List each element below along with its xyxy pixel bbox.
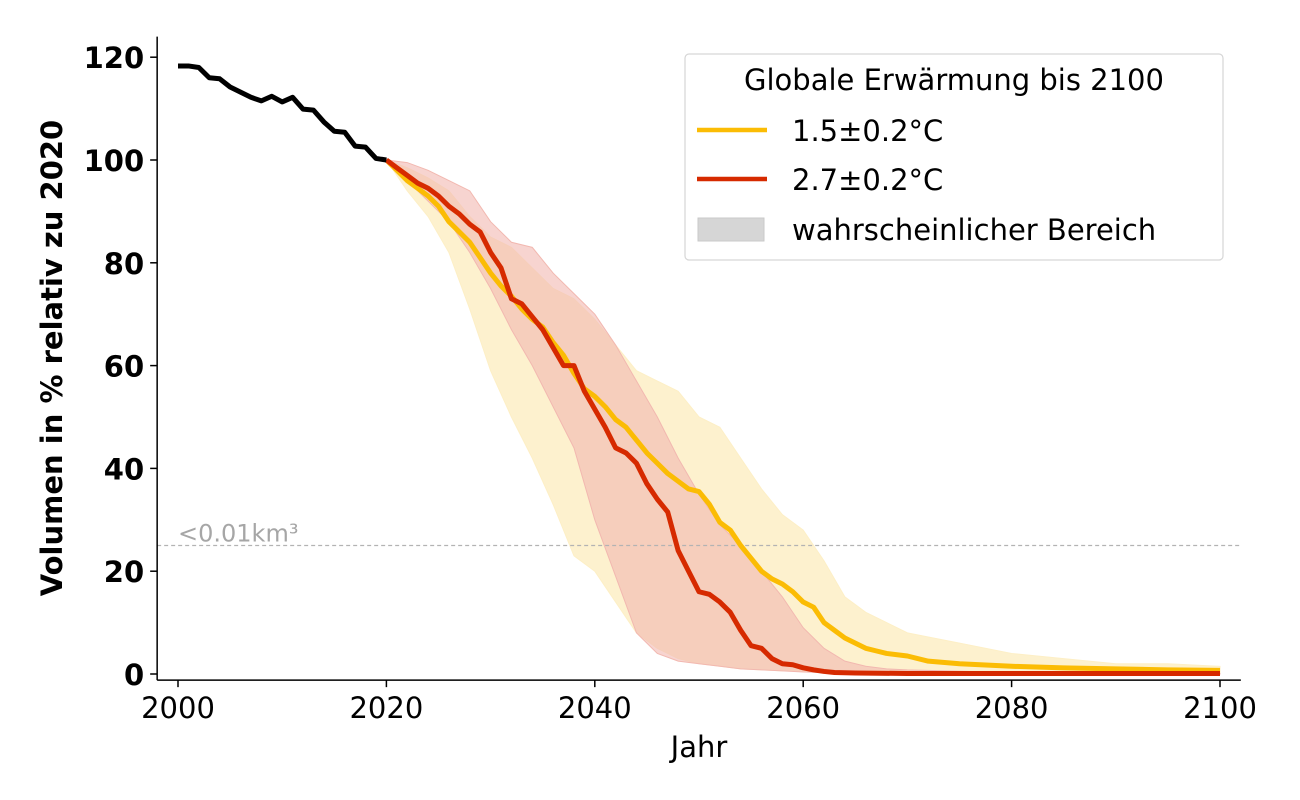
legend-swatch-range (697, 217, 765, 242)
series-line-historical (178, 63, 387, 163)
legend-label-range: wahrscheinlicher Bereich (792, 213, 1156, 247)
y-axis-title: Volumen in % relativ zu 2020 (35, 120, 69, 596)
y-tick-label: 100 (84, 144, 145, 178)
legend-title: Globale Erwärmung bis 2100 (744, 63, 1164, 97)
y-tick-label: 80 (104, 247, 144, 281)
legend-frame (684, 53, 1224, 261)
x-tick-label: 2100 (1183, 691, 1257, 725)
x-tick-label: 2040 (558, 691, 632, 725)
x-tick-label: 2020 (349, 691, 423, 725)
x-tick-label: 2060 (766, 691, 840, 725)
legend: Globale Erwärmung bis 2100 1.5±0.2°C 2.7… (684, 53, 1224, 261)
y-tick-label: 40 (104, 452, 144, 486)
y-tick-label: 0 (124, 658, 144, 692)
reference-label: <0.01km³ (178, 520, 298, 548)
x-axis-title: Jahr (669, 730, 728, 764)
legend-label-2-7: 2.7±0.2°C (792, 163, 943, 197)
y-tick-label: 20 (104, 555, 144, 589)
x-tick-label: 2000 (141, 691, 215, 725)
legend-label-1-5: 1.5±0.2°C (792, 114, 943, 148)
series-line-1-5-0-2-c (384, 158, 1221, 673)
y-tick-label: 60 (104, 350, 144, 384)
series-line-2-7-0-2-c (384, 157, 1220, 676)
y-tick-label: 120 (84, 41, 145, 75)
series-lines (178, 63, 1221, 676)
x-tick-label: 2080 (975, 691, 1049, 725)
